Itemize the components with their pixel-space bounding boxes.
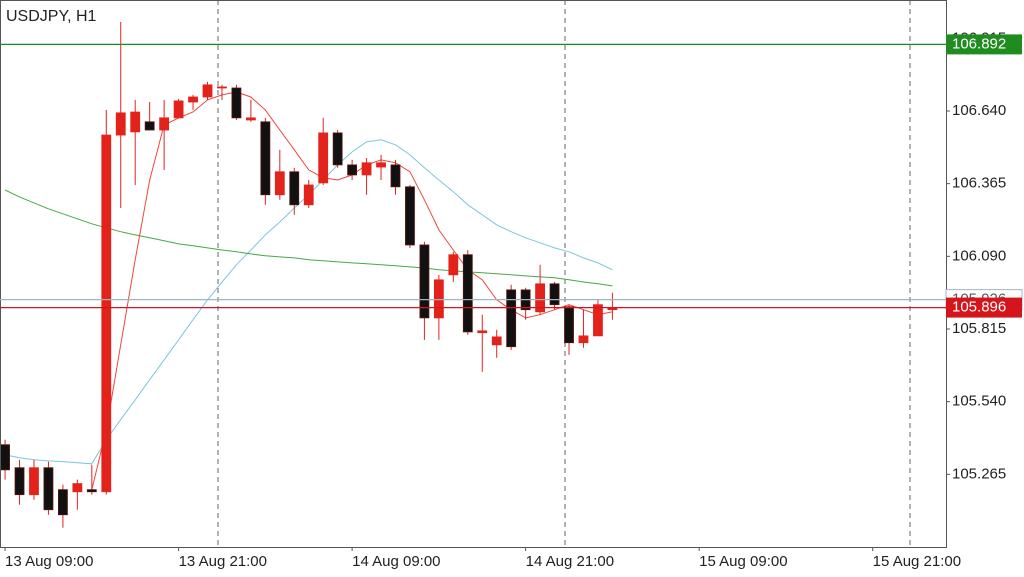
candle-body — [593, 304, 603, 337]
x-tick-label: 13 Aug 21:00 — [179, 553, 267, 570]
candle-body — [115, 112, 126, 136]
price-label: 105.896 — [952, 299, 1006, 316]
plot-area — [0, 21, 618, 528]
candle-body — [564, 306, 574, 344]
candle-body — [303, 184, 314, 206]
candle-body — [506, 289, 517, 348]
candle-body — [361, 162, 372, 176]
candle-body — [578, 335, 589, 344]
candle-body — [58, 489, 68, 516]
x-tick-label: 13 Aug 09:00 — [5, 553, 93, 570]
candle-body — [43, 467, 54, 511]
y-tick-label: 106.365 — [952, 175, 1006, 192]
candle-body — [419, 244, 430, 319]
candle-body — [549, 283, 560, 306]
candle-body — [462, 254, 473, 333]
candle-body — [405, 186, 415, 246]
candle-body — [390, 164, 401, 188]
candle-body — [231, 87, 242, 119]
x-tick-label: 14 Aug 09:00 — [352, 553, 440, 570]
candle-body — [14, 467, 25, 496]
candle-body — [217, 86, 227, 89]
candle-body — [448, 254, 459, 276]
y-tick-label: 105.540 — [952, 393, 1006, 410]
candle-body — [274, 171, 285, 196]
chart-title: USDJPY, H1 — [6, 8, 97, 25]
candle-body — [376, 162, 386, 168]
candle-body — [130, 111, 141, 133]
y-tick-label: 106.090 — [952, 247, 1006, 264]
candle-body — [0, 444, 10, 471]
x-tick-label: 15 Aug 21:00 — [873, 553, 961, 570]
candle-body — [318, 132, 329, 184]
price-label: 106.892 — [952, 35, 1006, 52]
candle-body — [72, 483, 83, 493]
candle-body — [29, 467, 39, 496]
candle-body — [477, 330, 488, 334]
y-tick-label: 105.265 — [952, 465, 1006, 482]
y-tick-label: 106.640 — [952, 102, 1006, 119]
x-tick-label: 15 Aug 09:00 — [699, 553, 787, 570]
candle-body — [101, 134, 112, 493]
candle-body — [289, 171, 300, 206]
price-label-box — [946, 34, 1022, 55]
candle-body — [245, 117, 256, 121]
candle-body — [202, 84, 213, 98]
x-tick-label: 14 Aug 21:00 — [526, 553, 614, 570]
candle-body — [347, 164, 358, 176]
candle-body — [173, 100, 184, 119]
candle-body — [159, 117, 170, 131]
plot-border — [0, 0, 947, 548]
y-tick-label: 105.815 — [952, 320, 1006, 337]
candle-body — [535, 283, 545, 313]
candle-body — [144, 121, 155, 131]
candle-body — [491, 336, 502, 346]
candle-body — [188, 96, 198, 103]
candle-body — [433, 279, 444, 319]
candle-body — [332, 132, 343, 166]
candle-body — [86, 489, 97, 493]
candle-body — [260, 121, 271, 196]
price-label-box — [946, 297, 1022, 318]
